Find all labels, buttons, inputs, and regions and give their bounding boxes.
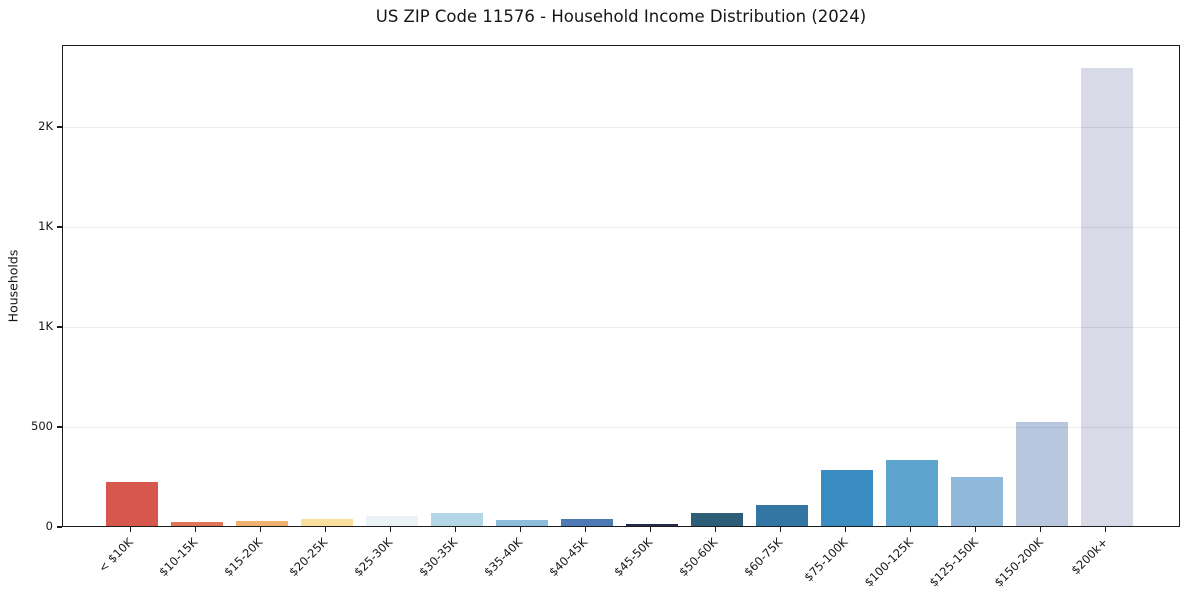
y-tick-label: 1K bbox=[38, 319, 53, 333]
plot-area bbox=[62, 45, 1180, 527]
x-tick bbox=[844, 527, 847, 532]
gridline bbox=[63, 226, 1179, 228]
gridline bbox=[63, 126, 1179, 128]
y-axis-label: Households bbox=[5, 249, 21, 323]
bar-10k bbox=[105, 482, 158, 526]
y-tick-label: 0 bbox=[45, 519, 53, 533]
x-tick bbox=[649, 527, 652, 532]
x-tick bbox=[584, 527, 587, 532]
bar-10-15k bbox=[170, 522, 223, 526]
gridline bbox=[63, 326, 1179, 328]
x-tick bbox=[1104, 527, 1107, 532]
x-tick-label-40-45k: $40-45K bbox=[546, 535, 591, 580]
y-tick bbox=[57, 426, 62, 428]
x-tick bbox=[194, 527, 197, 532]
x-tick bbox=[909, 527, 912, 532]
y-tick-label: 1K bbox=[38, 219, 53, 233]
bar-20-25k bbox=[300, 519, 353, 526]
y-tick-label: 500 bbox=[31, 419, 53, 433]
bar-125-150k bbox=[950, 477, 1003, 526]
x-tick-label-125-150k: $125-150K bbox=[926, 535, 981, 590]
x-tick bbox=[779, 527, 782, 532]
x-tick bbox=[129, 527, 132, 532]
x-tick-label-10-15k: $10-15K bbox=[156, 535, 201, 580]
bar-30-35k bbox=[430, 513, 483, 526]
bar-40-45k bbox=[560, 519, 613, 526]
bar-50-60k bbox=[690, 513, 743, 526]
bar-75-100k bbox=[820, 470, 873, 526]
y-tick bbox=[57, 126, 62, 128]
bar-60-75k bbox=[755, 505, 808, 526]
x-tick bbox=[454, 527, 457, 532]
bar-100-125k bbox=[885, 460, 938, 526]
x-tick-label-150-200k: $150-200K bbox=[991, 535, 1046, 590]
y-tick bbox=[57, 326, 62, 328]
x-tick-label-20-25k: $20-25K bbox=[286, 535, 331, 580]
x-tick-label-200k: $200k+ bbox=[1068, 535, 1111, 578]
bar-35-40k bbox=[495, 520, 548, 526]
chart-title: US ZIP Code 11576 - Household Income Dis… bbox=[375, 7, 867, 26]
gridline bbox=[63, 426, 1179, 428]
x-tick bbox=[324, 527, 327, 532]
x-tick bbox=[389, 527, 392, 532]
x-tick-label-35-40k: $35-40K bbox=[481, 535, 526, 580]
bar-200k bbox=[1080, 68, 1133, 526]
x-tick-label-50-60k: $50-60K bbox=[676, 535, 721, 580]
x-tick-label-45-50k: $45-50K bbox=[611, 535, 656, 580]
bar-15-20k bbox=[235, 521, 288, 526]
x-tick bbox=[259, 527, 262, 532]
bar-150-200k bbox=[1015, 422, 1068, 526]
x-tick-label-15-20k: $15-20K bbox=[221, 535, 266, 580]
x-tick bbox=[519, 527, 522, 532]
x-tick-label-10k: < $10K bbox=[95, 535, 136, 576]
x-tick-label-100-125k: $100-125K bbox=[861, 535, 916, 590]
x-tick bbox=[974, 527, 977, 532]
x-tick-label-60-75k: $60-75K bbox=[741, 535, 786, 580]
x-tick-label-75-100k: $75-100K bbox=[801, 535, 851, 585]
x-tick-label-30-35k: $30-35K bbox=[416, 535, 461, 580]
bar-45-50k bbox=[625, 524, 678, 526]
y-tick bbox=[57, 526, 62, 528]
x-tick-label-25-30k: $25-30K bbox=[351, 535, 396, 580]
x-tick bbox=[1039, 527, 1042, 532]
y-tick-label: 2K bbox=[38, 119, 53, 133]
bar-25-30k bbox=[365, 516, 418, 526]
x-tick bbox=[714, 527, 717, 532]
y-tick bbox=[57, 226, 62, 228]
